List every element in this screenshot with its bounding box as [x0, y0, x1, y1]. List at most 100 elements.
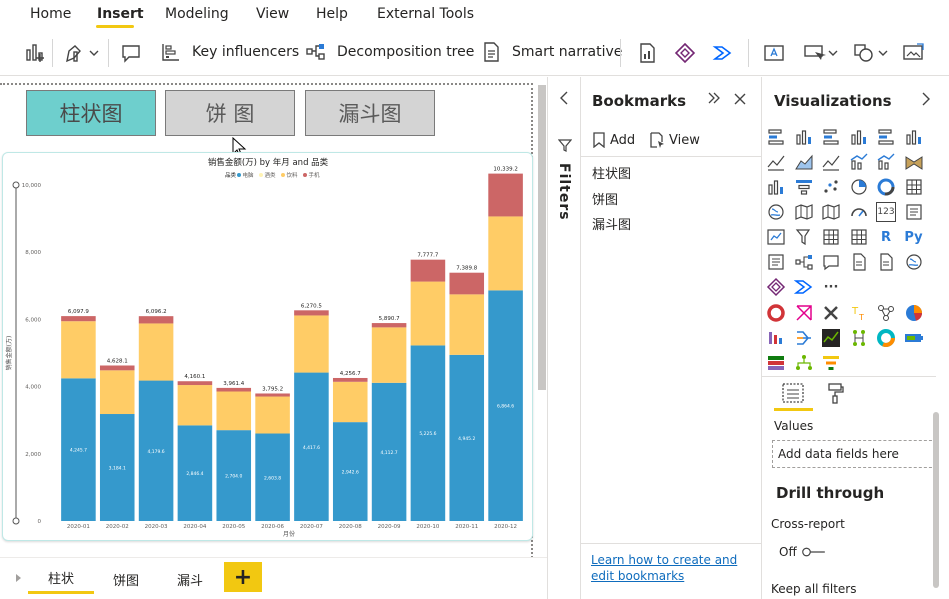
scatter-chart-icon[interactable] — [821, 177, 841, 197]
viz-pane-scrollbar[interactable] — [933, 412, 939, 588]
line-clustered-column-icon[interactable] — [849, 152, 869, 172]
ribbon-chart-icon[interactable] — [904, 152, 924, 172]
bar-segment[interactable] — [332, 377, 368, 382]
legend-item[interactable]: 手机 — [309, 171, 321, 179]
table-icon[interactable] — [821, 227, 841, 247]
page-tab-bar[interactable]: 柱状 — [28, 564, 94, 594]
line-stacked-column-icon[interactable] — [876, 152, 896, 172]
page-tab-pie[interactable]: 饼图 — [112, 573, 139, 589]
paginated-viz-icon[interactable] — [876, 252, 896, 272]
bar-segment[interactable] — [177, 385, 213, 426]
custom-visual-pie-icon[interactable] — [904, 303, 924, 323]
bar-segment[interactable] — [294, 372, 329, 521]
gauge-icon[interactable] — [849, 202, 869, 222]
card-icon[interactable]: 123 — [876, 202, 896, 222]
bookmark-button-bar[interactable]: 柱状图 — [26, 90, 156, 136]
treemap-icon[interactable] — [904, 177, 924, 197]
kpi-icon[interactable] — [766, 227, 786, 247]
power-apps-icon[interactable] — [674, 42, 696, 68]
custom-visual-donut-icon[interactable] — [876, 328, 896, 348]
bar-segment[interactable] — [488, 173, 523, 217]
page-scroll-right-icon[interactable] — [14, 573, 22, 583]
bar-segment[interactable] — [294, 310, 329, 316]
view-bookmarks-button[interactable]: View — [649, 132, 700, 148]
power-automate-icon[interactable] — [712, 42, 734, 68]
stacked-column-chart[interactable]: 销售金额(万) by 年月 and 品类 品类 电脑 酒类 饮料 手机 销售金额(万) … — [2, 152, 533, 541]
bar-segment[interactable] — [99, 414, 135, 521]
legend-item[interactable]: 酒类 — [265, 171, 277, 179]
stacked-area-chart-icon[interactable] — [821, 152, 841, 172]
custom-visual-tools-icon[interactable] — [821, 303, 841, 323]
arcgis-map-icon[interactable] — [904, 252, 924, 272]
bar-segment[interactable] — [332, 422, 368, 521]
canvas-scrollbar[interactable] — [538, 85, 546, 390]
cross-report-toggle[interactable]: Off — [779, 545, 827, 559]
bar-segment[interactable] — [371, 323, 407, 328]
collapse-pane-icon[interactable] — [707, 92, 721, 104]
funnel-icon[interactable] — [794, 177, 814, 197]
bar-segment[interactable] — [294, 315, 329, 373]
add-page-button[interactable]: + — [224, 562, 262, 592]
map-icon[interactable] — [766, 202, 786, 222]
bar-segment[interactable] — [371, 382, 407, 521]
bookmark-item-pie[interactable]: 饼图 — [592, 193, 619, 208]
smart-narrative-viz-icon[interactable] — [849, 252, 869, 272]
bookmarks-help-link[interactable]: Learn how to create and edit bookmarks — [581, 543, 762, 592]
chevron-left-icon[interactable] — [559, 91, 569, 105]
bar-segment[interactable] — [449, 354, 485, 521]
power-apps-viz-icon[interactable] — [766, 277, 786, 297]
buttons-dropdown-icon[interactable] — [803, 42, 839, 68]
waterfall-chart-icon[interactable] — [766, 177, 786, 197]
bar-segment[interactable] — [216, 430, 252, 521]
qna-icon[interactable] — [120, 42, 142, 68]
new-visual-icon[interactable] — [24, 42, 46, 68]
bar-segment[interactable] — [216, 387, 252, 392]
format-paint-roller-icon[interactable] — [825, 382, 845, 404]
bookmark-item-bar[interactable]: 柱状图 — [592, 167, 632, 182]
100-stacked-column-chart-icon[interactable] — [904, 127, 924, 147]
line-chart-icon[interactable] — [766, 152, 786, 172]
more-visuals-icon[interactable]: ··· — [823, 279, 839, 295]
clustered-column-chart-icon[interactable] — [849, 127, 869, 147]
bookmark-button-pie[interactable]: 饼 图 — [165, 90, 295, 136]
tab-home[interactable]: Home — [30, 6, 72, 22]
key-influencers-viz-icon[interactable] — [766, 252, 786, 272]
bar-segment[interactable] — [99, 370, 135, 415]
r-visual-icon[interactable]: R — [880, 229, 891, 245]
bar-segment[interactable] — [61, 378, 96, 521]
legend-item[interactable]: 饮料 — [287, 171, 299, 179]
pie-chart-icon[interactable] — [849, 177, 869, 197]
bar-segment[interactable] — [410, 281, 446, 346]
chevron-right-icon[interactable] — [921, 92, 931, 106]
bar-segment[interactable] — [488, 216, 523, 291]
stacked-column-chart-icon[interactable] — [794, 127, 814, 147]
bar-segment[interactable] — [138, 323, 174, 381]
custom-visual-ring-icon[interactable] — [766, 303, 786, 323]
bar-segment[interactable] — [216, 391, 252, 431]
bookmark-item-funnel[interactable]: 漏斗图 — [592, 218, 632, 233]
custom-visual-battery-icon[interactable] — [904, 328, 924, 348]
multi-row-card-icon[interactable] — [904, 202, 924, 222]
tab-external-tools[interactable]: External Tools — [377, 6, 475, 22]
bookmark-button-funnel[interactable]: 漏斗图 — [305, 90, 435, 136]
paginated-report-icon[interactable] — [636, 42, 658, 68]
tab-modeling[interactable]: Modeling — [165, 6, 229, 22]
100-stacked-bar-chart-icon[interactable] — [876, 127, 896, 147]
zoom-slider-handle-bottom[interactable] — [12, 517, 20, 525]
text-box-icon[interactable] — [763, 42, 785, 68]
bar-segment[interactable] — [255, 396, 290, 434]
area-chart-icon[interactable] — [794, 152, 814, 172]
qna-viz-icon[interactable] — [821, 252, 841, 272]
power-automate-viz-icon[interactable] — [793, 277, 814, 297]
image-icon[interactable] — [902, 42, 924, 68]
legend-item[interactable]: 电脑 — [243, 171, 255, 179]
bar-segment[interactable] — [99, 365, 135, 371]
key-influencers-button[interactable]: Key influencers — [160, 41, 299, 63]
donut-chart-icon[interactable] — [876, 177, 896, 197]
bar-segment[interactable] — [449, 294, 485, 355]
stacked-bar-chart-icon[interactable] — [766, 127, 786, 147]
paint-visual-icon[interactable] — [64, 42, 100, 68]
decomposition-tree-viz-icon[interactable] — [794, 252, 814, 272]
filled-map-icon[interactable] — [794, 202, 814, 222]
custom-visual-fork-icon[interactable] — [794, 328, 814, 348]
